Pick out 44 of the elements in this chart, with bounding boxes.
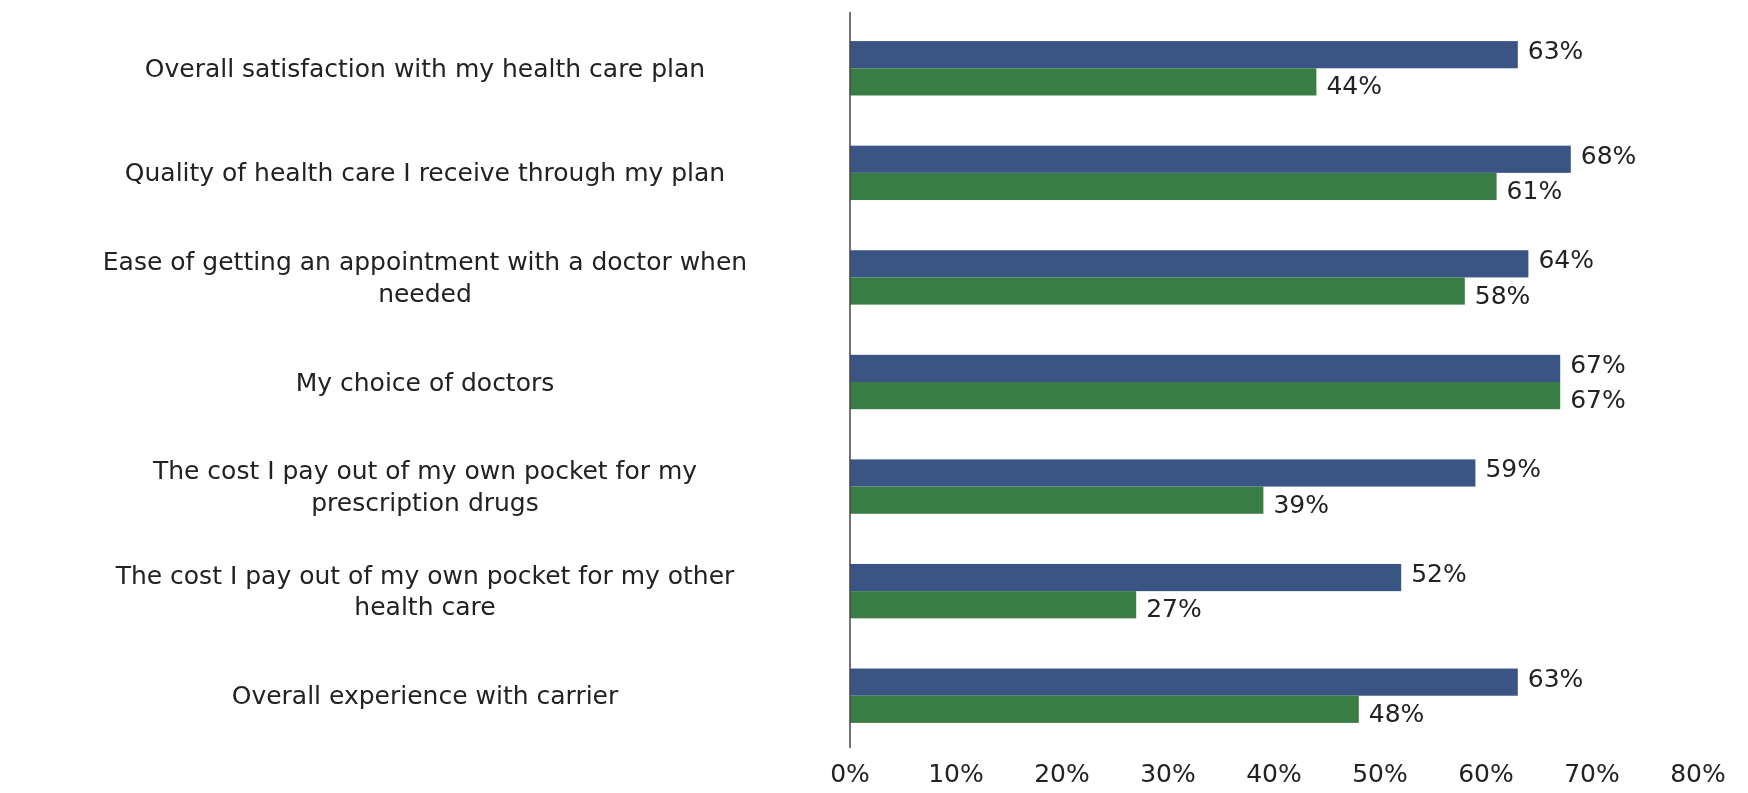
x-tick-label: 80% (1670, 759, 1726, 788)
bar (850, 250, 1529, 278)
y-tick-label: Quality of health care I receive through my plan (124, 158, 726, 188)
bar (850, 172, 1497, 201)
bar (850, 68, 1317, 96)
bar (850, 459, 1476, 487)
bar (850, 382, 1561, 410)
data-label: 59% (1485, 454, 1541, 484)
data-label: 27% (1146, 594, 1202, 624)
x-tick-label: 20% (1034, 759, 1090, 788)
bar (850, 41, 1518, 69)
data-label: 52% (1411, 559, 1467, 589)
bar (850, 591, 1137, 619)
y-tick-label: My choice of doctors (295, 367, 555, 397)
x-tick-label: 60% (1458, 759, 1514, 788)
bar (850, 668, 1518, 696)
data-label: 44% (1326, 71, 1382, 101)
y-tick-label: The cost I pay out of my own pocket for my other health care (114, 561, 736, 622)
x-tick-label: 50% (1352, 759, 1408, 788)
bar (850, 277, 1465, 305)
x-tick-label: 40% (1246, 759, 1302, 788)
x-tick-label: 0% (830, 759, 870, 788)
x-tick-label: 70% (1564, 759, 1620, 788)
data-label: 63% (1527, 663, 1584, 693)
bar (850, 486, 1264, 514)
y-tick-label: Overall experience with carrier (231, 681, 619, 711)
bar (850, 563, 1402, 592)
data-label: 39% (1273, 489, 1329, 519)
data-label: 64% (1538, 245, 1594, 275)
x-tick-label: 10% (928, 759, 984, 788)
data-label: 61% (1506, 175, 1563, 205)
x-tick-label: 30% (1140, 759, 1196, 788)
data-label: 68% (1580, 140, 1637, 170)
data-label: 58% (1474, 280, 1531, 310)
y-tick-label: The cost I pay out of my own pocket for my prescription drugs (151, 456, 698, 517)
data-label: 67% (1570, 385, 1626, 415)
data-label: 63% (1527, 36, 1584, 66)
bar (850, 145, 1571, 173)
data-label: 48% (1368, 698, 1425, 728)
bar (850, 354, 1561, 382)
bar (850, 695, 1359, 723)
y-tick-label: Ease of getting an appointment with a doctor when needed (102, 247, 748, 308)
y-tick-label: Overall satisfaction with my health care plan (144, 53, 706, 83)
data-label: 67% (1570, 349, 1626, 379)
